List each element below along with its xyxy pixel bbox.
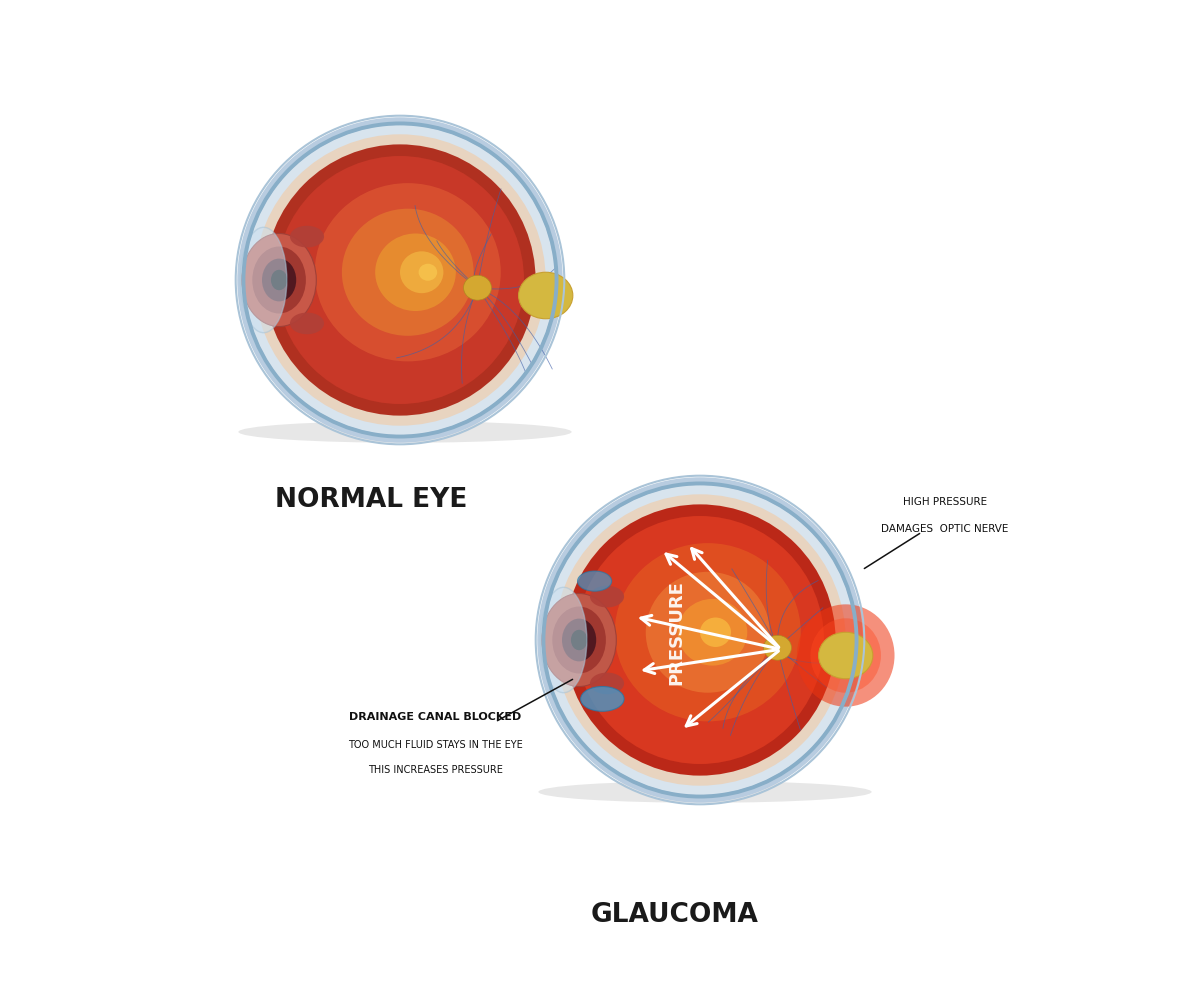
Text: DRAINAGE CANAL BLOCKED: DRAINAGE CANAL BLOCKED (349, 712, 521, 722)
Ellipse shape (590, 586, 624, 607)
Ellipse shape (590, 673, 624, 694)
Ellipse shape (538, 477, 863, 803)
Ellipse shape (271, 270, 287, 290)
Ellipse shape (678, 599, 748, 666)
Text: HIGH PRESSURE: HIGH PRESSURE (902, 497, 988, 507)
Ellipse shape (576, 516, 824, 764)
Text: NORMAL EYE: NORMAL EYE (275, 487, 467, 513)
Ellipse shape (797, 604, 894, 707)
Ellipse shape (552, 607, 606, 673)
Ellipse shape (240, 227, 287, 333)
Ellipse shape (276, 156, 524, 404)
Ellipse shape (577, 571, 612, 591)
Ellipse shape (818, 632, 872, 679)
Text: DAMAGES  OPTIC NERVE: DAMAGES OPTIC NERVE (881, 524, 1009, 534)
Text: THIS INCREASES PRESSURE: THIS INCREASES PRESSURE (367, 765, 503, 775)
Ellipse shape (763, 635, 792, 660)
Ellipse shape (463, 275, 492, 300)
Ellipse shape (254, 134, 546, 426)
Ellipse shape (554, 494, 846, 786)
Ellipse shape (646, 572, 769, 693)
Ellipse shape (252, 247, 306, 313)
Ellipse shape (342, 209, 474, 336)
Ellipse shape (400, 251, 443, 293)
Ellipse shape (314, 183, 500, 361)
Text: GLAUCOMA: GLAUCOMA (592, 902, 758, 928)
Ellipse shape (562, 619, 596, 661)
Ellipse shape (700, 618, 731, 647)
Ellipse shape (542, 593, 617, 686)
Ellipse shape (518, 272, 572, 319)
Ellipse shape (264, 144, 535, 416)
Ellipse shape (810, 618, 881, 693)
Ellipse shape (290, 226, 324, 247)
Ellipse shape (614, 543, 800, 721)
Ellipse shape (419, 264, 437, 281)
Ellipse shape (545, 485, 854, 795)
Ellipse shape (239, 421, 571, 443)
Ellipse shape (539, 781, 871, 803)
Ellipse shape (290, 313, 324, 334)
Ellipse shape (238, 117, 563, 443)
Ellipse shape (376, 233, 456, 311)
Ellipse shape (262, 259, 296, 301)
Ellipse shape (571, 630, 587, 650)
Ellipse shape (245, 125, 554, 435)
Ellipse shape (564, 504, 835, 776)
Ellipse shape (540, 587, 587, 693)
Ellipse shape (242, 233, 317, 326)
Text: TOO MUCH FLUID STAYS IN THE EYE: TOO MUCH FLUID STAYS IN THE EYE (348, 740, 522, 750)
Ellipse shape (581, 686, 624, 711)
Text: PRESSURE: PRESSURE (667, 580, 685, 685)
